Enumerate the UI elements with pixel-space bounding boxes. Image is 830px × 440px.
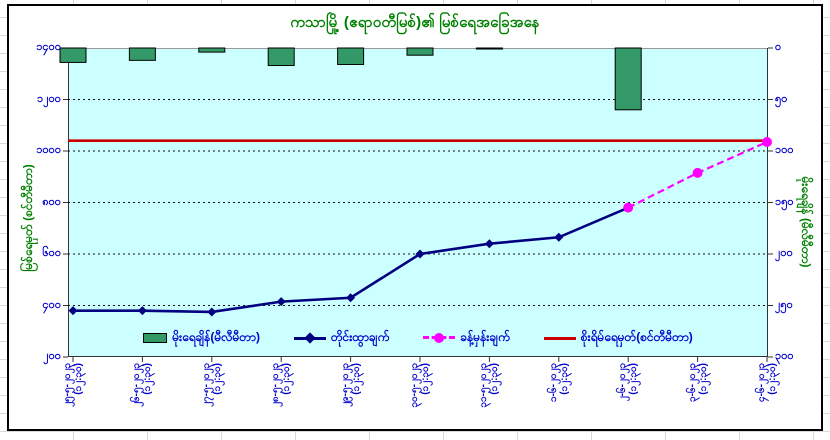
forecast-point-circle: [762, 136, 772, 147]
rainfall-bar: [267, 47, 295, 67]
observed-point-diamond: [554, 232, 564, 242]
x-axis-tick-label: ၂၇-၅-၂၀၂၃ (၁၂:၃၀): [201, 363, 223, 429]
legend-item-danger[interactable]: စိုးရိမ်ရေမှတ်(စင်တီမီတာ): [543, 329, 693, 347]
legend-label-forecast: ခန့်မှန်းချက်: [460, 330, 510, 344]
x-label-time: (၁၂:၃၀): [767, 363, 778, 395]
x-axis-tick-label: ၂-၆-၂၀၂၃ (၁၂:၃၀): [617, 363, 639, 429]
x-axis-tick-label: ၃၁-၅-၂၀၂၃ (၁၂:၃၀): [478, 363, 500, 429]
observed-point-diamond: [346, 293, 356, 303]
x-axis-tick-label: ၂၆-၅-၂၀၂၃ (၁၂:၃၀): [131, 363, 153, 429]
chart-frame[interactable]: ကသာမြို့ (ဧရာဝတီမြစ်)၏ မြစ်ရေအခြေအနေ မြစ…: [7, 4, 823, 431]
legend: မိုးရေချိန်(မီလီမီတာ) တိုင်းထွာချက် ခန့်…: [68, 328, 768, 348]
rainfall-bar: [475, 47, 503, 50]
x-label-date: ၂၈-၅-၂၀၂၃: [270, 363, 282, 407]
x-label-date: ၂၅-၅-၂၀၂၃: [62, 363, 73, 407]
rainfall-bar: [406, 47, 434, 56]
x-label-time: (၁၂:၃၀): [489, 363, 501, 395]
x-axis-tick-label: ၂၉-၅-၂၀၂၃ (၁၂:၃၀): [340, 363, 362, 429]
x-label-date: ၂၉-၅-၂၀၂၃: [339, 363, 351, 407]
right-axis-tick-label: ၁၀၀: [775, 144, 794, 156]
x-label-date: ၁-၆-၂၀၂၃: [547, 363, 559, 402]
legend-label-observed: တိုင်းထွာချက်: [330, 330, 390, 344]
x-axis-tick-label: ၁-၆-၂၀၂၃ (၁၂:၃၀): [548, 363, 570, 429]
left-axis-tick-label: ၆၀၀: [42, 247, 61, 259]
legend-label-danger: စိုးရိမ်ရေမှတ်(စင်တီမီတာ): [580, 330, 693, 344]
x-axis-tick-label: ၃-၆-၂၀၂၃ (၁၂:၃၀): [687, 363, 709, 429]
right-axis-tick-label: ၁၅၀: [775, 195, 794, 208]
right-axis-tick-label: ၀: [775, 41, 782, 53]
x-label-time: (၁၂:၃၀): [697, 363, 709, 395]
legend-label-rainfall: မိုးရေချိန်(မီလီမီတာ): [172, 330, 260, 344]
rainfall-bar: [337, 47, 365, 65]
left-axis-tick-label: ၁၄၀၀: [36, 41, 61, 53]
forecast-point-circle: [692, 167, 703, 178]
left-axis-tick-label: ၈၀၀: [42, 195, 61, 208]
chart-title: ကသာမြို့ (ဧရာဝတီမြစ်)၏ မြစ်ရေအခြေအနေ: [290, 14, 540, 31]
x-label-time: (၁၂:၃၀): [142, 363, 154, 395]
x-axis-tick-label: ၂၈-၅-၂၀၂၃ (၁၂:၃၀): [270, 363, 292, 429]
observed-point-diamond: [137, 306, 147, 316]
danger-swatch-icon: [543, 336, 576, 340]
x-axis-tick-label: ၂၅-၅-၂၀၂၃ (၁၂:၃၀): [62, 363, 84, 429]
left-axis-tick-label: ၄၀၀: [42, 298, 61, 311]
observed-swatch-icon: [293, 332, 326, 344]
x-label-date: ၃၀-၅-၂၀၂၃: [409, 363, 420, 408]
x-label-time: (၁၂:၃၀): [73, 363, 84, 395]
x-label-time: (၁၂:၃၀): [558, 363, 570, 395]
rainfall-bar: [198, 47, 226, 53]
right-axis-tick-label: ၅၀: [775, 92, 788, 105]
x-label-time: (၁၂:၃၀): [211, 363, 223, 395]
right-axis-title: မိုးရေချိန် (မီလီမီတာ): [799, 176, 813, 268]
x-label-time: (၁၂:၃၀): [350, 363, 362, 395]
left-axis-tick-label: ၁၂၀၀: [37, 92, 61, 105]
observed-point-diamond: [484, 239, 494, 249]
right-axis-tick-label: ၂၀၀: [775, 247, 793, 259]
legend-item-observed[interactable]: တိုင်းထွာချက်: [293, 329, 390, 347]
right-axis-tick-label: ၃၀၀: [775, 350, 794, 362]
x-label-time: (၁၂:၃၀): [628, 363, 640, 395]
x-label-date: ၂၇-၅-၂၀၂၃: [200, 363, 212, 407]
observed-point-diamond: [68, 306, 78, 316]
rainfall-bar: [614, 47, 642, 111]
forecast-point-circle: [623, 202, 634, 213]
forecast-swatch-icon: [423, 332, 456, 344]
rainfall-bar: [59, 47, 87, 63]
observed-point-diamond: [276, 297, 286, 307]
observed-point-diamond: [207, 307, 217, 317]
left-axis-tick-label: ၂၀၀: [43, 350, 61, 362]
x-label-date: ၃၁-၅-၂၀၂၃: [478, 363, 490, 408]
left-axis-tick-label: ၁၀၀၀: [36, 144, 61, 156]
x-label-time: (၁၂:၃၀): [281, 363, 293, 395]
left-axis-title: မြစ်ရေမှတ် (စင်တီမီတာ): [21, 164, 35, 272]
x-label-date: ၄-၆-၂၀၂၃: [756, 363, 767, 402]
observed-point-diamond: [415, 249, 425, 259]
x-label-time: (၁၂:၃၀): [420, 363, 431, 395]
x-axis-tick-label: ၃၀-၅-၂၀၂၃ (၁၂:၃၀): [409, 363, 431, 429]
legend-item-forecast[interactable]: ခန့်မှန်းချက်: [423, 329, 510, 347]
plot-svg: [59, 47, 773, 362]
x-label-date: ၂-၆-၂၀၂၃: [617, 363, 629, 402]
plot-area: [59, 47, 773, 362]
right-axis-tick-label: ၂၅၀: [775, 298, 793, 311]
legend-item-rainfall[interactable]: မိုးရေချိန်(မီလီမီတာ): [143, 329, 260, 347]
rainfall-bar: [128, 47, 156, 61]
x-label-date: ၂၆-၅-၂၀၂၃: [131, 363, 143, 407]
x-label-date: ၃-၆-၂၀၂၃: [686, 363, 698, 402]
rainfall-swatch-icon: [143, 333, 168, 343]
x-axis-tick-label: ၄-၆-၂၀၂၃ (၁၂:၃၀): [756, 363, 778, 429]
